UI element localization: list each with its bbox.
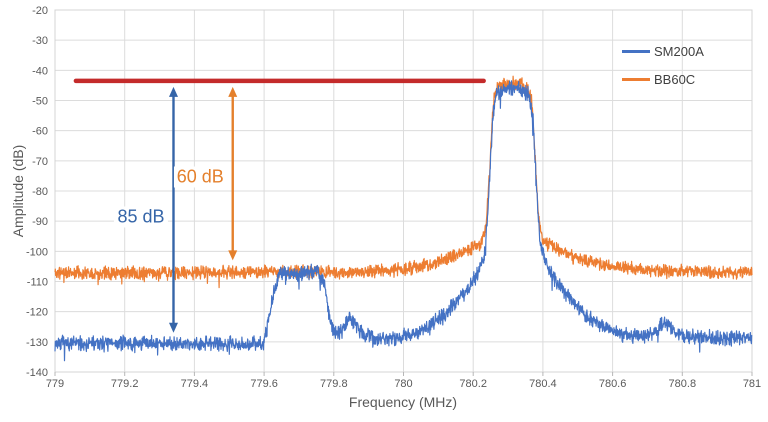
trace-sm200a bbox=[54, 80, 753, 362]
y-tick-label: -100 bbox=[26, 246, 48, 258]
x-axis-title: Frequency (MHz) bbox=[348, 394, 458, 410]
y-tick-label: -70 bbox=[32, 156, 48, 168]
y-tick-label: -50 bbox=[32, 96, 48, 108]
y-tick-label: -130 bbox=[26, 337, 48, 349]
bb60c-line-swatch bbox=[622, 78, 650, 81]
arrowhead-up bbox=[168, 86, 178, 97]
y-tick-label: -80 bbox=[32, 186, 48, 198]
x-tick-label: 780.8 bbox=[669, 378, 697, 390]
delta-85db-label: 85 dB bbox=[114, 206, 168, 228]
legend-item-sm200a: SM200A bbox=[622, 44, 704, 59]
y-axis-title: Amplitude (dB) bbox=[10, 144, 26, 238]
x-tick-label: 779.2 bbox=[111, 378, 139, 390]
y-tick-label: -90 bbox=[32, 216, 48, 228]
y-tick-label: -120 bbox=[26, 307, 48, 319]
x-tick-label: 779.4 bbox=[181, 378, 209, 390]
arrowhead-up bbox=[228, 86, 238, 97]
x-tick-label: 780 bbox=[394, 378, 412, 390]
legend: SM200A BB60C bbox=[622, 44, 704, 87]
legend-label-sm200a: SM200A bbox=[654, 44, 704, 59]
x-tick-label: 781 bbox=[743, 378, 761, 390]
x-tick-label: 780.2 bbox=[459, 378, 487, 390]
x-tick-label: 780.4 bbox=[529, 378, 557, 390]
arrowhead-down bbox=[228, 250, 238, 261]
y-tick-label: -40 bbox=[32, 65, 48, 77]
x-tick-label: 780.6 bbox=[599, 378, 627, 390]
x-tick-label: 779.6 bbox=[250, 378, 278, 390]
trace-bb60c bbox=[54, 75, 753, 289]
delta-60db-label: 60 dB bbox=[173, 166, 227, 188]
y-tick-label: -140 bbox=[26, 367, 48, 379]
x-tick-label: 779.8 bbox=[320, 378, 348, 390]
y-tick-label: -30 bbox=[32, 35, 48, 47]
y-tick-label: -110 bbox=[27, 277, 48, 289]
y-tick-label: -60 bbox=[32, 126, 48, 138]
legend-item-bb60c: BB60C bbox=[622, 72, 704, 87]
x-tick-label: 779 bbox=[46, 378, 64, 390]
sm200a-line-swatch bbox=[622, 50, 650, 53]
arrowhead-down bbox=[168, 322, 178, 333]
legend-label-bb60c: BB60C bbox=[654, 72, 696, 87]
y-tick-label: -20 bbox=[32, 5, 48, 17]
